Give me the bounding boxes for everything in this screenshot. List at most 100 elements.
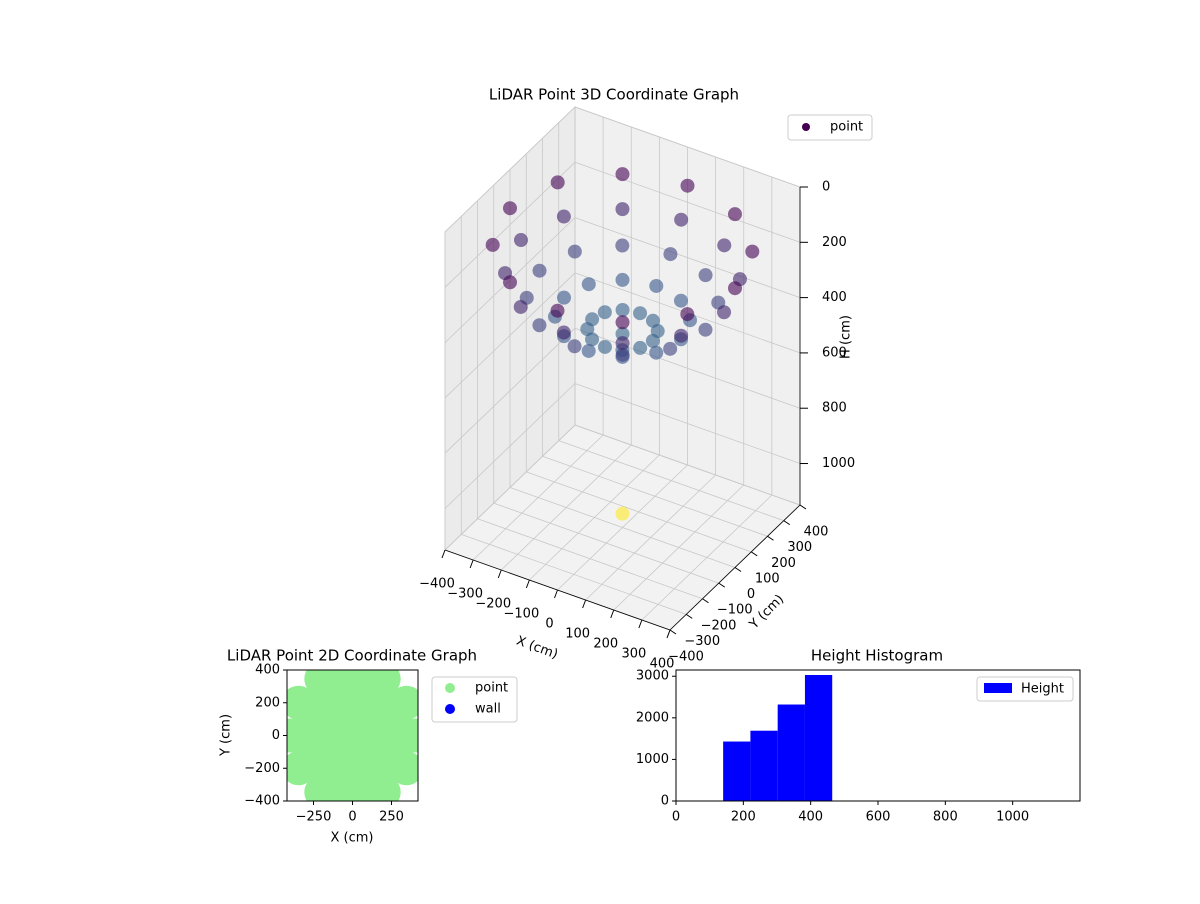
point [557, 210, 571, 224]
legend-label: point [475, 681, 508, 696]
point [615, 167, 629, 181]
point [681, 179, 695, 193]
x-tick-label: 200 [593, 637, 618, 652]
y-tick-label: 2000 [636, 710, 669, 725]
bar [723, 742, 750, 801]
point [649, 346, 663, 360]
point [598, 305, 612, 319]
point [557, 291, 571, 305]
z-tick-label: 0 [822, 180, 830, 195]
z-tick-label: 600 [822, 345, 847, 360]
y-tick-label: 1000 [636, 752, 669, 767]
x-tick-label: 400 [798, 810, 823, 825]
legend-label: point [830, 120, 863, 135]
x-tick-label: 0 [545, 617, 553, 632]
point [568, 245, 582, 259]
y-tick-label: 0 [272, 728, 280, 743]
x-tick-label: 200 [731, 810, 756, 825]
point [514, 233, 528, 247]
y-tick-label: 300 [787, 540, 812, 555]
legend-marker [445, 704, 455, 714]
chart-title: LiDAR Point 3D Coordinate Graph [489, 86, 739, 104]
x-tick-label: 250 [379, 810, 404, 825]
point [486, 238, 500, 252]
y-tick-label: 400 [255, 663, 280, 678]
point [616, 273, 630, 287]
point [633, 306, 647, 320]
point [728, 281, 742, 295]
z-tick-label: 1000 [822, 456, 855, 471]
point [728, 207, 742, 221]
z-tick-label: 200 [822, 235, 847, 250]
legend-marker [802, 123, 810, 131]
point [633, 341, 647, 355]
point [568, 339, 582, 353]
point [582, 277, 596, 291]
y-tick-label: 200 [255, 695, 280, 710]
point [532, 318, 546, 332]
point [717, 238, 731, 252]
point [699, 268, 713, 282]
x-tick-label: 0 [672, 810, 680, 825]
point [745, 245, 759, 259]
point [615, 202, 629, 216]
y-tick-label: 0 [661, 794, 669, 809]
point [674, 329, 688, 343]
y-tick-label: −200 [244, 761, 280, 776]
point [615, 239, 629, 253]
x-tick-label: 1000 [996, 810, 1029, 825]
point [503, 201, 517, 215]
z-tick-label: 400 [822, 290, 847, 305]
point [674, 213, 688, 227]
x-tick-label: −100 [504, 607, 540, 622]
y-tick-label: 0 [747, 587, 755, 602]
point [551, 175, 565, 189]
y-tick-label: −400 [244, 794, 280, 809]
x-tick-label: 0 [348, 810, 356, 825]
y-axis-label: Y (cm) [219, 714, 234, 757]
y-tick-label: −400 [668, 650, 704, 665]
legend-marker [984, 683, 1012, 693]
point [582, 344, 596, 358]
point [663, 342, 677, 356]
point [616, 315, 630, 329]
point [649, 279, 663, 293]
point [717, 305, 731, 319]
y-tick-label: 3000 [636, 669, 669, 684]
point [616, 507, 630, 521]
x-tick-label: −250 [296, 810, 332, 825]
legend: point [788, 115, 872, 140]
x-tick-label: 300 [621, 647, 646, 662]
y-tick-label: 200 [771, 556, 796, 571]
point [503, 275, 517, 289]
point [598, 340, 612, 354]
legend-label: Height [1021, 682, 1064, 697]
x-tick-label: 800 [933, 810, 958, 825]
point [533, 264, 547, 278]
bar [778, 705, 805, 801]
z-tick-label: 800 [822, 401, 847, 416]
point [646, 314, 660, 328]
point [557, 326, 571, 340]
point [698, 323, 712, 337]
point [616, 336, 630, 350]
point [616, 303, 630, 317]
legend-label: wall [475, 702, 501, 717]
point [680, 307, 694, 321]
chart-title: Height Histogram [811, 647, 943, 665]
bar [750, 731, 777, 801]
y-tick-label: 400 [804, 525, 829, 540]
y-tick-label: −200 [701, 618, 737, 633]
y-tick-label: −300 [684, 634, 720, 649]
bar [805, 675, 832, 801]
legend-marker [445, 683, 455, 693]
x-tick-label: 100 [565, 627, 590, 642]
x-tick-label: 600 [866, 810, 891, 825]
point [514, 300, 528, 314]
point [551, 304, 565, 318]
x-axis-label: X (cm) [331, 831, 374, 846]
y-tick-label: −100 [717, 603, 753, 618]
point [663, 247, 677, 261]
y-tick-label: 100 [755, 571, 780, 586]
